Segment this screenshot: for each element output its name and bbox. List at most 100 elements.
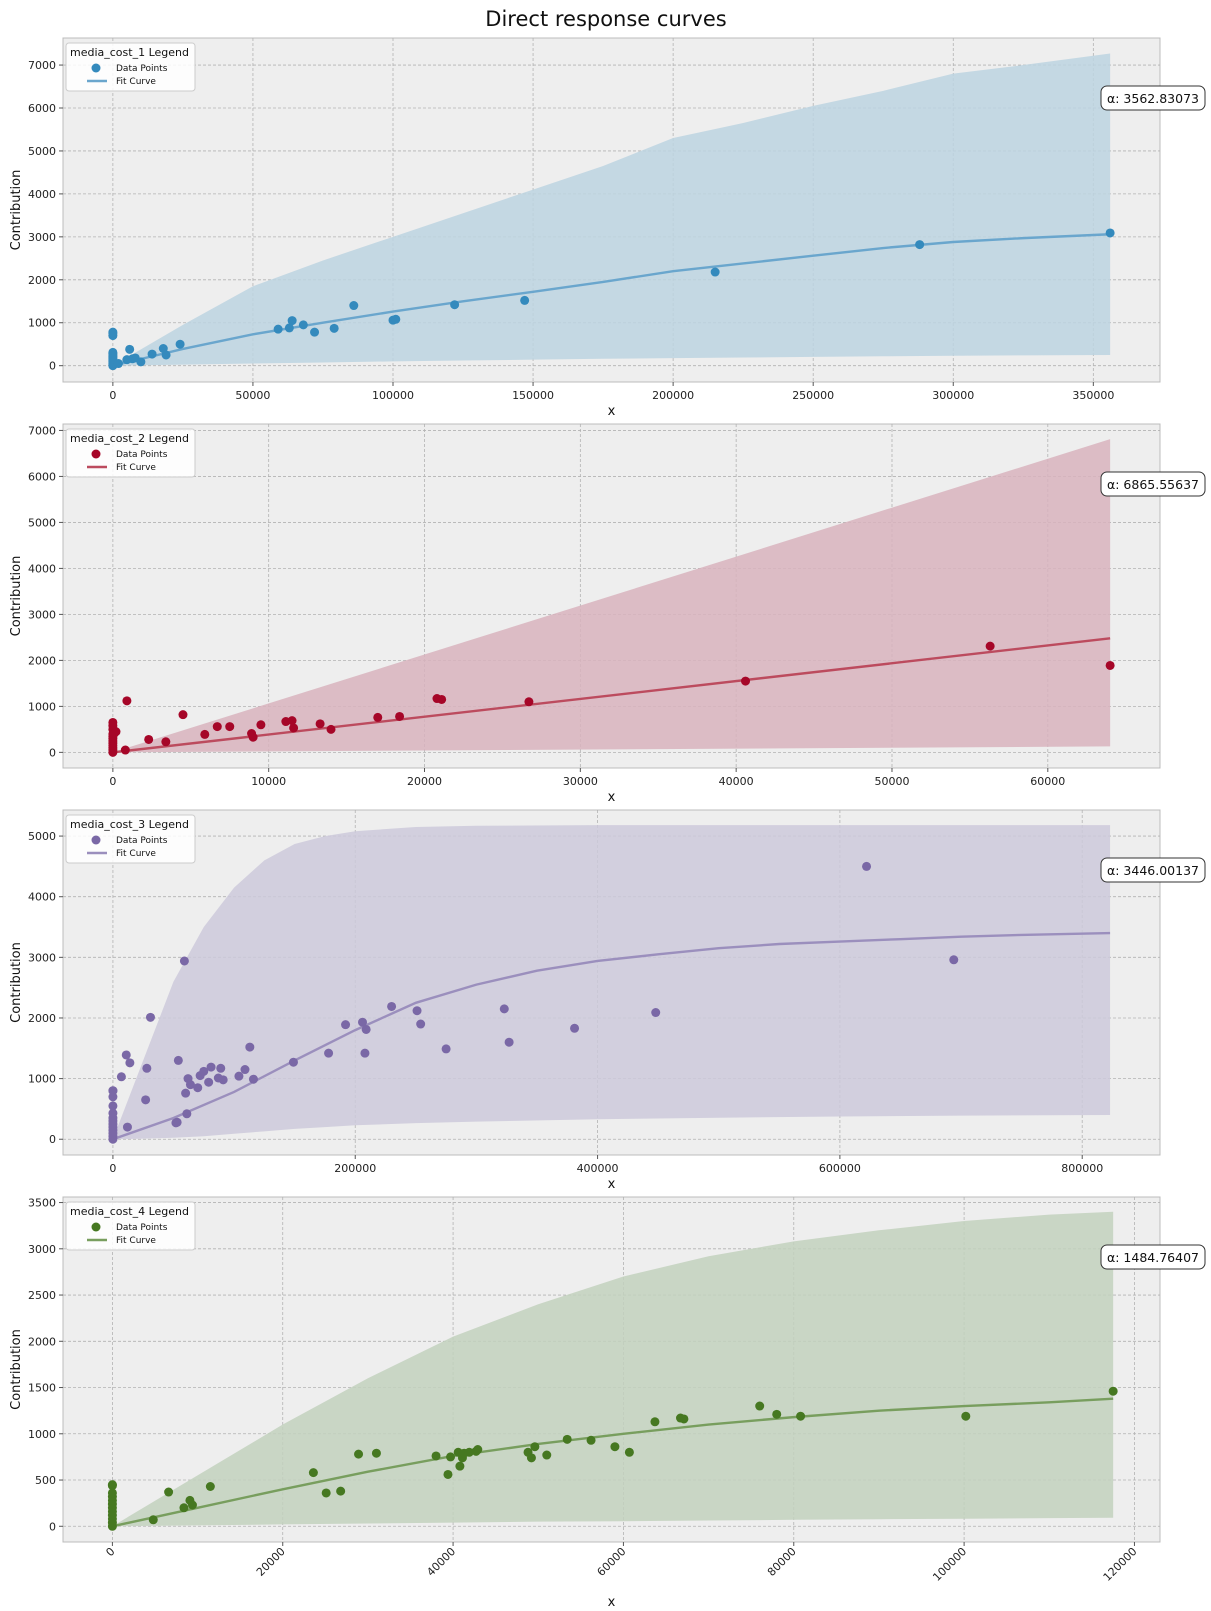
annotation-text: α: 3562.83073 <box>1107 91 1199 106</box>
data-point <box>336 1486 346 1496</box>
data-point <box>141 1095 151 1105</box>
legend-entry-fit: Fit Curve <box>116 849 156 859</box>
x-tick-label: 0 <box>109 389 116 402</box>
legend-title: media_cost_4 Legend <box>70 1205 189 1218</box>
data-point <box>145 1012 155 1022</box>
y-tick-label: 5000 <box>28 830 56 843</box>
legend: media_cost_3 Legend Data Points Fit Curve <box>65 814 196 864</box>
alpha-annotation: α: 6865.55637 <box>1100 471 1206 497</box>
y-tick-label: 1000 <box>28 317 56 330</box>
x-tick-label: 300000 <box>932 389 974 402</box>
data-point <box>562 1434 572 1444</box>
data-point <box>187 1500 197 1510</box>
data-point <box>248 1074 258 1084</box>
legend-marker-points <box>91 63 101 73</box>
x-tick-label: 0 <box>109 1162 116 1175</box>
data-point <box>755 1401 765 1411</box>
data-point <box>206 1062 216 1072</box>
annotation-box <box>1100 85 1206 111</box>
y-tick-label: 500 <box>35 1474 56 1487</box>
legend-entry-fit: Fit Curve <box>116 463 156 473</box>
data-point <box>586 1435 596 1445</box>
data-point <box>216 1063 226 1073</box>
data-point <box>212 722 222 732</box>
x-tick-label: 250000 <box>792 389 834 402</box>
data-point <box>225 722 235 732</box>
y-tick-label: 4000 <box>28 188 56 201</box>
data-point <box>395 711 405 721</box>
y-axis-label: Contribution <box>9 1329 24 1410</box>
data-point <box>136 357 146 367</box>
data-point <box>161 350 171 360</box>
data-point <box>437 694 447 704</box>
data-point <box>108 327 118 337</box>
x-tick-label: 40000 <box>719 775 754 788</box>
data-point <box>108 1086 118 1096</box>
data-point <box>245 1042 255 1052</box>
data-point <box>412 1006 422 1016</box>
data-point <box>360 1048 370 1058</box>
data-point <box>107 1480 117 1490</box>
y-tick-label: 2000 <box>28 274 56 287</box>
data-point <box>446 1452 456 1462</box>
data-point <box>107 1488 117 1498</box>
legend-entry-fit: Fit Curve <box>116 1236 156 1246</box>
y-tick-label: 1000 <box>28 1428 56 1441</box>
data-point <box>148 1515 158 1525</box>
data-point <box>679 1414 689 1424</box>
y-tick-label: 3000 <box>28 951 56 964</box>
data-point <box>361 1024 371 1034</box>
x-tick-label: 30000 <box>563 775 598 788</box>
data-point <box>329 323 339 333</box>
y-tick-label: 3000 <box>28 231 56 244</box>
annotation-box <box>1100 857 1206 883</box>
data-point <box>284 323 294 333</box>
data-point <box>651 1008 661 1018</box>
data-point <box>218 1075 228 1085</box>
data-point <box>650 1417 660 1427</box>
x-axis-label: x <box>608 1595 616 1610</box>
data-point <box>175 339 185 349</box>
data-point <box>441 1044 451 1054</box>
data-point <box>256 720 266 730</box>
data-point <box>204 1077 214 1087</box>
annotation-box <box>1100 1244 1206 1270</box>
data-point <box>116 1072 126 1082</box>
data-point <box>122 1122 132 1132</box>
data-point <box>450 300 460 310</box>
data-point <box>113 359 123 369</box>
data-point <box>288 1057 298 1067</box>
alpha-annotation: α: 3446.00137 <box>1100 857 1206 883</box>
data-point <box>182 1109 192 1119</box>
data-point <box>1108 1386 1118 1396</box>
x-tick-label: 350000 <box>1072 389 1114 402</box>
confidence-band <box>112 53 1111 366</box>
data-point <box>308 1468 318 1478</box>
x-axis-label: x <box>608 790 616 805</box>
data-point <box>240 1065 250 1075</box>
data-point <box>570 1023 580 1033</box>
data-point <box>387 1001 397 1011</box>
confidence-band <box>112 825 1111 1140</box>
y-tick-label: 0 <box>49 1520 56 1533</box>
panel-1: 0 50000 100000 150000 200000 250000 300000 3500… <box>9 37 1206 419</box>
legend-title: media_cost_1 Legend <box>70 46 189 59</box>
data-point <box>524 697 534 707</box>
y-tick-label: 0 <box>49 1133 56 1146</box>
data-point <box>985 641 995 651</box>
data-point <box>473 1445 483 1455</box>
annotation-box <box>1100 471 1206 497</box>
data-point <box>464 1447 474 1457</box>
data-point <box>416 1019 426 1029</box>
data-point <box>298 320 308 330</box>
confidence-band <box>112 1211 1114 1527</box>
x-tick-label: 20000 <box>407 775 442 788</box>
data-point <box>321 1488 331 1498</box>
data-point <box>122 696 132 706</box>
data-point <box>161 737 171 747</box>
alpha-annotation: α: 1484.76407 <box>1100 1244 1206 1270</box>
data-point <box>526 1453 536 1463</box>
legend-box <box>65 428 196 478</box>
data-point <box>199 1066 209 1076</box>
legend: media_cost_2 Legend Data Points Fit Curve <box>65 428 196 478</box>
